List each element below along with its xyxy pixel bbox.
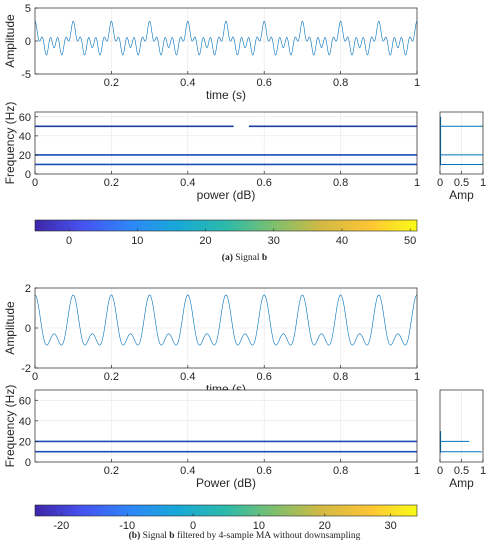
- a-spec-xtick-label-1: 0.2: [104, 177, 119, 189]
- a-spec-xtick-label-5: 1: [414, 177, 420, 189]
- b-colorbar-bar: [35, 505, 417, 516]
- caption-b-tag: (b): [129, 531, 141, 541]
- a-spec-ytick-label-3: 60: [19, 112, 31, 124]
- a-amp-xtick-label-0: 0: [437, 177, 443, 189]
- a-time-ytick-label-0: -5: [21, 69, 31, 81]
- b-spec-xtick-label-1: 0.4: [180, 465, 195, 477]
- b-time-ytick-label-2: 2: [25, 283, 31, 295]
- a-spec-ylabel: Frequency (Hz): [3, 102, 17, 185]
- b-spec-ytick-label-0: 0: [25, 457, 31, 469]
- b-time-ytick-label-1: 0: [25, 323, 31, 335]
- a-colorbar-tick-label-4: 40: [336, 235, 348, 247]
- a-time-xtick-label-3: 0.8: [333, 77, 348, 89]
- a-time-xlabel: time (s): [206, 88, 246, 102]
- a-spec-xtick-label-0: 0: [32, 177, 38, 189]
- a-spec-ytick-label-0: 0: [25, 169, 31, 181]
- a-time-ylabel: Amplitude: [3, 14, 17, 68]
- a-time-xtick-label-2: 0.6: [257, 77, 272, 89]
- a-spec-xlabel: power (dB): [197, 188, 256, 202]
- b-spec-ytick-label-1: 20: [19, 436, 31, 448]
- b-time-xtick-label-1: 0.2: [104, 371, 119, 383]
- a-colorbar-tick-label-5: 50: [404, 235, 416, 247]
- a-time-xtick-label-4: 1: [414, 77, 420, 89]
- b-time-ylabel: Amplitude: [3, 301, 17, 355]
- b-spec-ytick-label-3: 60: [19, 395, 31, 407]
- a-colorbar-tick-label-1: 10: [131, 235, 143, 247]
- b-spec-ylabel: Frequency (Hz): [3, 385, 17, 468]
- caption-a-tag: (a): [222, 253, 233, 263]
- b-amp-xlabel: Amp: [449, 476, 474, 490]
- b-amp-xtick-label-0: 0: [437, 465, 443, 477]
- a-colorbar-tick-label-0: 0: [66, 235, 72, 247]
- a-colorbar-tick-label-2: 20: [199, 235, 211, 247]
- a-colorbar-tick-label-3: 30: [268, 235, 280, 247]
- caption-a-bold: b: [262, 253, 267, 263]
- b-amp-xtick-label-2: 1: [480, 465, 486, 477]
- b-time-xtick-label-0: 0: [32, 371, 38, 383]
- b-spec-xtick-label-2: 0.6: [257, 465, 272, 477]
- a-spec-xtick-label-3: 0.6: [257, 177, 272, 189]
- a-spec-ytick-label-1: 20: [19, 150, 31, 162]
- a-spec-xtick-label-4: 0.8: [333, 177, 348, 189]
- a-time-xtick-label-0: 0.2: [104, 77, 119, 89]
- b-spec-xtick-label-0: 0.2: [104, 465, 119, 477]
- caption-b: (b) Signal b filtered by 4-sample MA wit…: [0, 531, 489, 541]
- b-spec-xtick-label-3: 0.8: [333, 465, 348, 477]
- a-spec-ytick-label-2: 40: [19, 131, 31, 143]
- b-spec-xlabel: Power (dB): [196, 476, 256, 490]
- caption-a: (a) Signal b: [0, 253, 489, 263]
- b-time-xtick-label-2: 0.4: [180, 371, 195, 383]
- a-time-ytick-label-2: 5: [25, 3, 31, 15]
- b-spec-ytick-label-2: 40: [19, 416, 31, 428]
- caption-b-text: Signal: [140, 531, 169, 541]
- b-spec-xtick-label-4: 1: [414, 465, 420, 477]
- a-time-ytick-label-1: 0: [25, 36, 31, 48]
- a-colorbar-bar: [35, 220, 417, 231]
- a-amp-xtick-label-2: 1: [480, 177, 486, 189]
- caption-a-text: Signal: [233, 253, 262, 263]
- a-spec-xtick-label-2: 0.4: [180, 177, 195, 189]
- b-time-ytick-label-0: -2: [21, 363, 31, 375]
- a-amp-xlabel: Amp: [449, 188, 474, 202]
- b-time-xtick-label-5: 1: [414, 371, 420, 383]
- b-time-xtick-label-4: 0.8: [333, 371, 348, 383]
- a-time-xtick-label-1: 0.4: [180, 77, 195, 89]
- caption-b-post: filtered by 4-sample MA without downsamp…: [175, 531, 361, 541]
- b-time-xtick-label-3: 0.6: [257, 371, 272, 383]
